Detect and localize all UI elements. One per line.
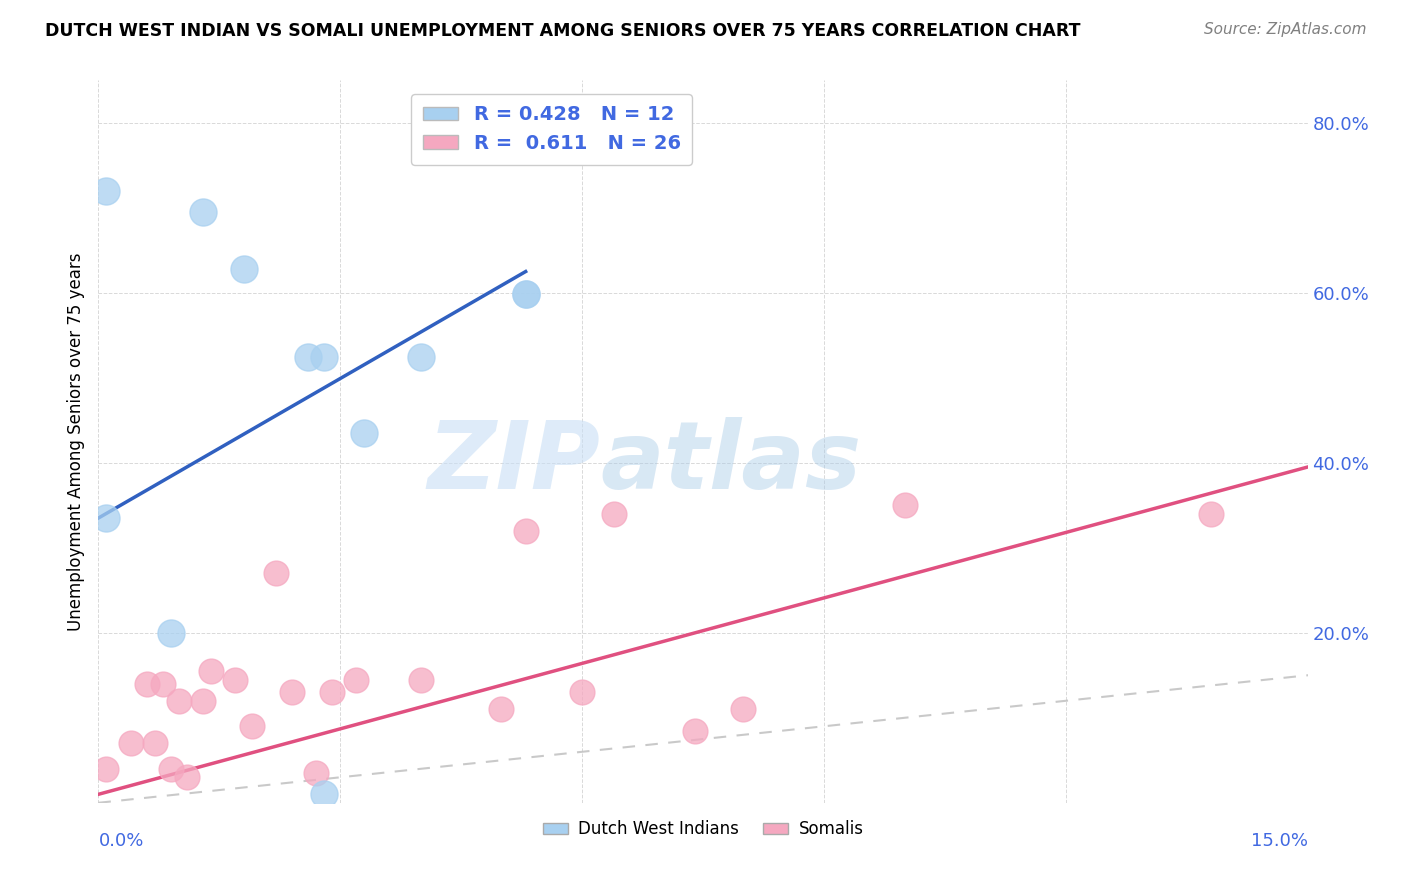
Point (96, 762, 118, 776)
Text: 15.0%: 15.0% (1250, 831, 1308, 850)
Point (200, 664, 222, 678)
Point (264, 566, 287, 581)
Point (515, 287, 537, 301)
Point (603, 507, 626, 521)
Point (1199, 507, 1222, 521)
Point (176, 770, 198, 784)
Point (96, 184, 118, 198)
Point (224, 673, 246, 687)
Text: 0.0%: 0.0% (98, 831, 143, 850)
Point (240, 719, 263, 733)
Point (491, 702, 513, 716)
Point (167, 694, 190, 708)
Point (515, 524, 537, 538)
Point (733, 702, 755, 716)
Point (683, 723, 706, 738)
Y-axis label: Unemployment Among Seniors over 75 years: Unemployment Among Seniors over 75 years (66, 252, 84, 631)
Point (120, 736, 142, 750)
Point (160, 625, 183, 640)
Point (314, 350, 336, 364)
Point (571, 685, 593, 699)
Point (281, 685, 304, 699)
Point (344, 673, 367, 687)
Point (135, 677, 157, 691)
Point (232, 262, 254, 277)
Point (409, 350, 432, 364)
Point (305, 766, 328, 780)
Text: Source: ZipAtlas.com: Source: ZipAtlas.com (1204, 22, 1367, 37)
Point (160, 762, 183, 776)
Text: DUTCH WEST INDIAN VS SOMALI UNEMPLOYMENT AMONG SENIORS OVER 75 YEARS CORRELATION: DUTCH WEST INDIAN VS SOMALI UNEMPLOYMENT… (45, 22, 1080, 40)
Point (193, 205, 215, 219)
Point (893, 498, 915, 512)
Point (321, 685, 343, 699)
Point (353, 425, 375, 440)
Point (193, 694, 215, 708)
Point (297, 350, 319, 364)
Point (143, 736, 166, 750)
Point (409, 673, 432, 687)
Point (96, 511, 118, 525)
Point (152, 677, 174, 691)
Point (314, 787, 336, 801)
Legend: Dutch West Indians, Somalis: Dutch West Indians, Somalis (536, 814, 870, 845)
Point (515, 287, 537, 301)
Text: atlas: atlas (600, 417, 862, 509)
Text: ZIP: ZIP (427, 417, 600, 509)
